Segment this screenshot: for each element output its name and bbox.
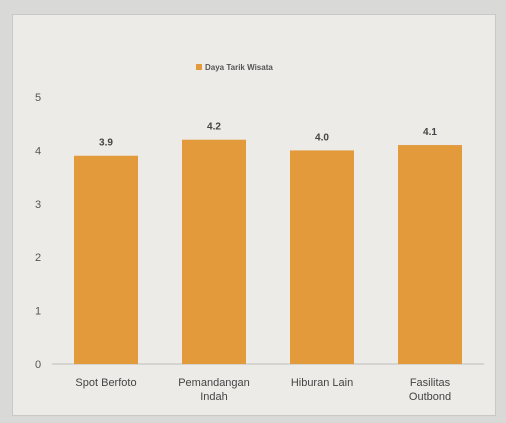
bar [74,155,138,364]
bar [182,139,246,364]
bars [74,139,462,364]
y-tick-label: 0 [35,359,41,371]
bar [398,145,462,364]
y-tick-label: 2 [35,252,41,264]
legend-swatch [196,64,202,70]
data-labels: 3.9 4.2 4.0 4.1 [99,122,437,149]
chart-legend: Daya Tarik Wisata [196,63,273,72]
category-label: Hiburan Lain [291,377,353,389]
legend-label: Daya Tarik Wisata [205,63,273,72]
data-label: 4.0 [315,132,329,143]
y-tick-label: 5 [35,92,41,104]
bar [290,150,354,364]
category-label: Fasilitas Outbond [409,377,451,403]
data-label: 4.2 [207,122,221,133]
data-label: 3.9 [99,138,113,149]
category-label: Pemandangan Indah [178,377,250,403]
category-labels: Spot Berfoto Pemandangan Indah Hiburan Lain… [75,377,451,403]
y-tick-label: 4 [35,145,41,157]
category-label: Spot Berfoto [75,377,136,389]
y-tick-label: 3 [35,199,41,211]
data-label: 4.1 [423,127,437,138]
y-tick-label: 1 [35,306,41,318]
